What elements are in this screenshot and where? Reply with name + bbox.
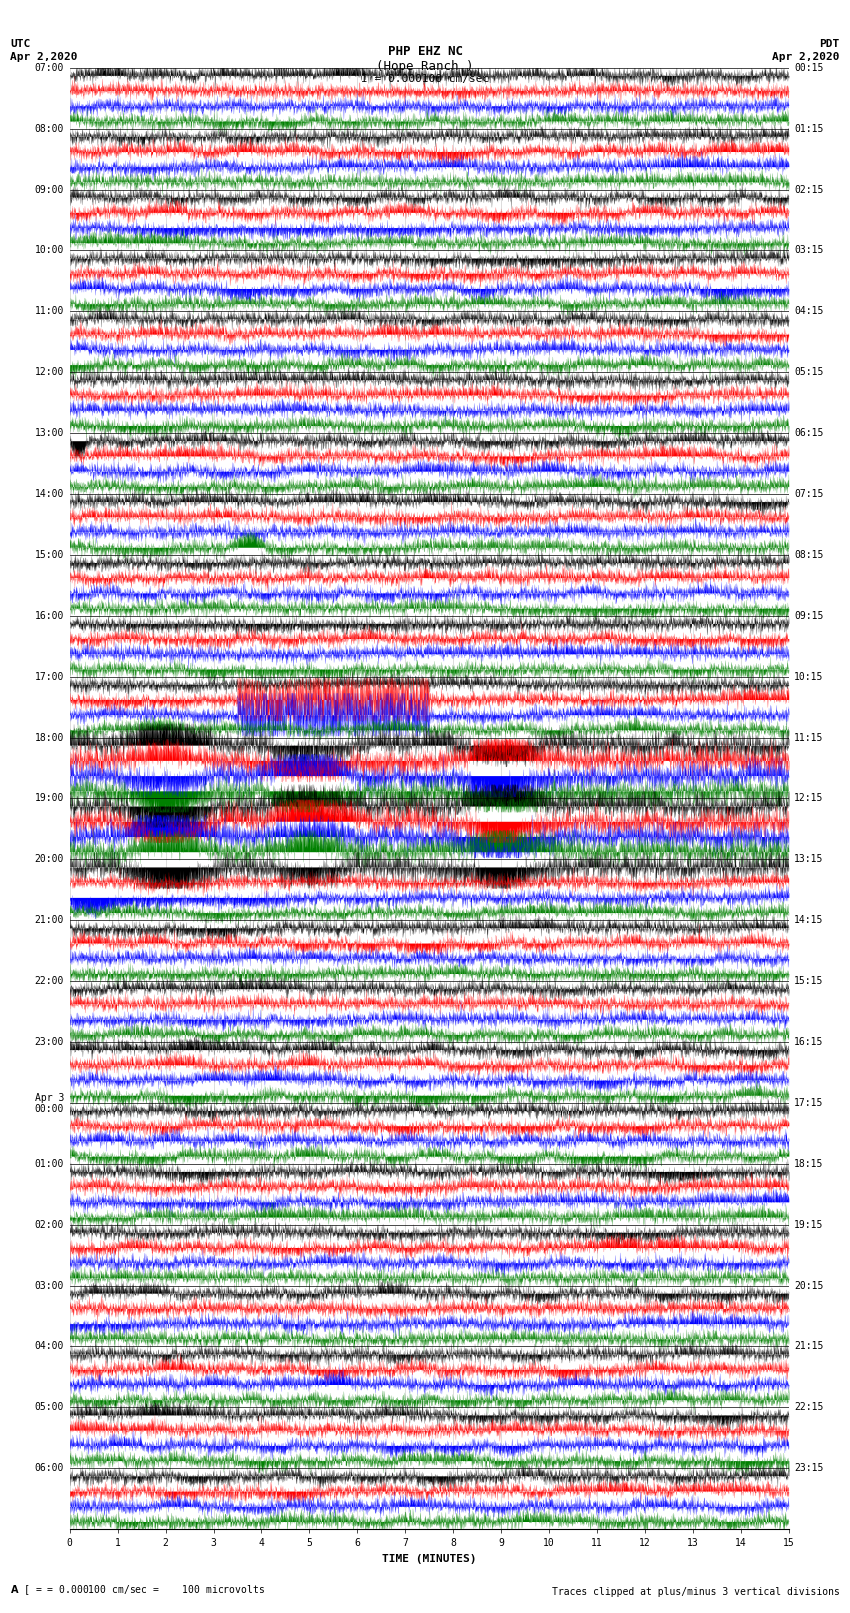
Text: 22:15: 22:15	[795, 1402, 824, 1413]
Text: 14:15: 14:15	[795, 915, 824, 926]
Text: 08:15: 08:15	[795, 550, 824, 560]
Text: 03:15: 03:15	[795, 245, 824, 255]
Text: 12:15: 12:15	[795, 794, 824, 803]
Text: PDT: PDT	[819, 39, 840, 48]
Text: 21:15: 21:15	[795, 1342, 824, 1352]
Text: Traces clipped at plus/minus 3 vertical divisions: Traces clipped at plus/minus 3 vertical …	[552, 1587, 840, 1597]
Text: 05:15: 05:15	[795, 368, 824, 377]
Text: UTC: UTC	[10, 39, 31, 48]
Text: 17:00: 17:00	[35, 671, 64, 682]
Text: 23:15: 23:15	[795, 1463, 824, 1473]
Text: 03:00: 03:00	[35, 1281, 64, 1290]
Text: 02:15: 02:15	[795, 184, 824, 195]
Text: 18:00: 18:00	[35, 732, 64, 742]
Text: 04:00: 04:00	[35, 1342, 64, 1352]
Text: 12:00: 12:00	[35, 368, 64, 377]
Text: 11:00: 11:00	[35, 306, 64, 316]
Text: 13:00: 13:00	[35, 427, 64, 439]
Text: Apr 2,2020: Apr 2,2020	[10, 52, 77, 61]
Text: 18:15: 18:15	[795, 1158, 824, 1169]
Text: 17:15: 17:15	[795, 1098, 824, 1108]
Text: 13:15: 13:15	[795, 855, 824, 865]
Text: 15:15: 15:15	[795, 976, 824, 986]
X-axis label: TIME (MINUTES): TIME (MINUTES)	[382, 1553, 477, 1563]
Text: 14:00: 14:00	[35, 489, 64, 498]
Text: 06:00: 06:00	[35, 1463, 64, 1473]
Text: 11:15: 11:15	[795, 732, 824, 742]
Text: 10:15: 10:15	[795, 671, 824, 682]
Text: 01:15: 01:15	[795, 124, 824, 134]
Text: 22:00: 22:00	[35, 976, 64, 986]
Text: 05:00: 05:00	[35, 1402, 64, 1413]
Text: 00:00: 00:00	[35, 1105, 64, 1115]
Text: $\mathbf{A}$ [ = = 0.000100 cm/sec =    100 microvolts: $\mathbf{A}$ [ = = 0.000100 cm/sec = 100…	[10, 1582, 265, 1597]
Text: Apr 3: Apr 3	[35, 1094, 64, 1103]
Text: 16:00: 16:00	[35, 611, 64, 621]
Text: (Hope Ranch ): (Hope Ranch )	[377, 60, 473, 73]
Text: 15:00: 15:00	[35, 550, 64, 560]
Text: 07:00: 07:00	[35, 63, 64, 73]
Text: 20:00: 20:00	[35, 855, 64, 865]
Text: 06:15: 06:15	[795, 427, 824, 439]
Text: Apr 2,2020: Apr 2,2020	[773, 52, 840, 61]
Text: PHP EHZ NC: PHP EHZ NC	[388, 45, 462, 58]
Text: 04:15: 04:15	[795, 306, 824, 316]
Text: 09:15: 09:15	[795, 611, 824, 621]
Text: 19:00: 19:00	[35, 794, 64, 803]
Text: 00:15: 00:15	[795, 63, 824, 73]
Text: 10:00: 10:00	[35, 245, 64, 255]
Text: 01:00: 01:00	[35, 1158, 64, 1169]
Text: 02:00: 02:00	[35, 1219, 64, 1229]
Text: 19:15: 19:15	[795, 1219, 824, 1229]
Text: 16:15: 16:15	[795, 1037, 824, 1047]
Text: 20:15: 20:15	[795, 1281, 824, 1290]
Text: 08:00: 08:00	[35, 124, 64, 134]
Text: 09:00: 09:00	[35, 184, 64, 195]
Text: 21:00: 21:00	[35, 915, 64, 926]
Text: 23:00: 23:00	[35, 1037, 64, 1047]
Text: 07:15: 07:15	[795, 489, 824, 498]
Text: I = 0.000100 cm/sec: I = 0.000100 cm/sec	[361, 74, 489, 84]
